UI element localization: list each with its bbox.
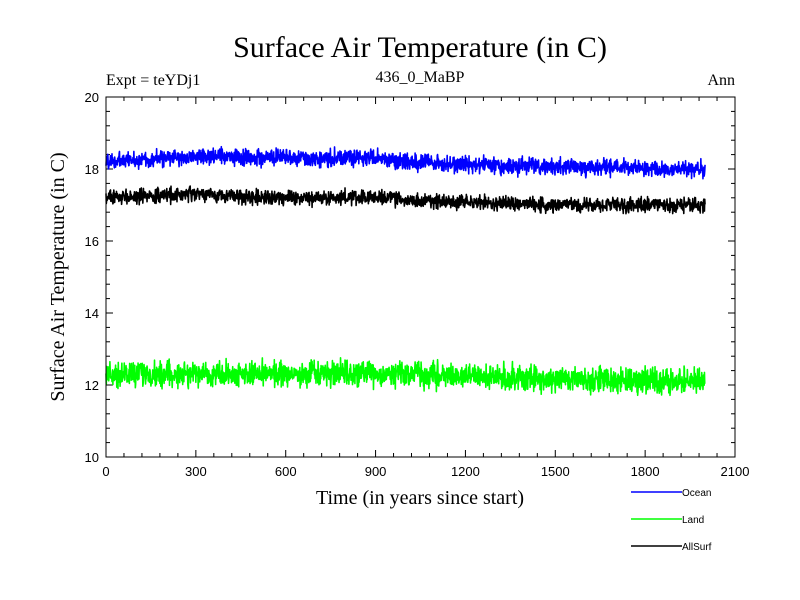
legend-label-land: Land (682, 515, 704, 526)
x-tick-label: 300 (185, 464, 207, 479)
period-label: 436_0_MaBP (376, 69, 465, 86)
legend: Ocean Land AllSurf (631, 488, 712, 553)
legend-label-allsurf: AllSurf (682, 542, 712, 553)
experiment-label: Expt = teYDj1 (106, 72, 200, 89)
x-tick-label: 1800 (631, 464, 660, 479)
chart-title: Surface Air Temperature (in C) (233, 31, 607, 64)
x-tick-label: 0 (102, 464, 109, 479)
x-tick-label: 1200 (451, 464, 480, 479)
plot-frame (105, 96, 736, 458)
series-line-ocean (105, 145, 706, 180)
season-label: Ann (707, 72, 735, 89)
y-tick-label: 16 (85, 234, 99, 249)
x-axis-label: Time (in years since start) (316, 487, 524, 509)
y-axis-label: Surface Air Temperature (in C) (47, 152, 69, 401)
y-tick-label: 20 (85, 90, 99, 105)
tick-labels: 0 300 600 900 1200 1500 1800 2100 10 12 14 16 18 20 (85, 90, 750, 479)
legend-label-ocean: Ocean (682, 488, 711, 499)
x-tick-label: 600 (275, 464, 297, 479)
y-tick-label: 18 (85, 162, 99, 177)
x-tick-label: 900 (365, 464, 387, 479)
y-tick-label: 14 (85, 306, 99, 321)
y-tick-label: 12 (85, 378, 99, 393)
series-lines (105, 145, 706, 397)
x-tick-label: 2100 (721, 464, 750, 479)
series-line-allsurf (105, 185, 706, 215)
series-line-land (105, 356, 706, 397)
y-tick-label: 10 (85, 450, 99, 465)
x-tick-label: 1500 (541, 464, 570, 479)
